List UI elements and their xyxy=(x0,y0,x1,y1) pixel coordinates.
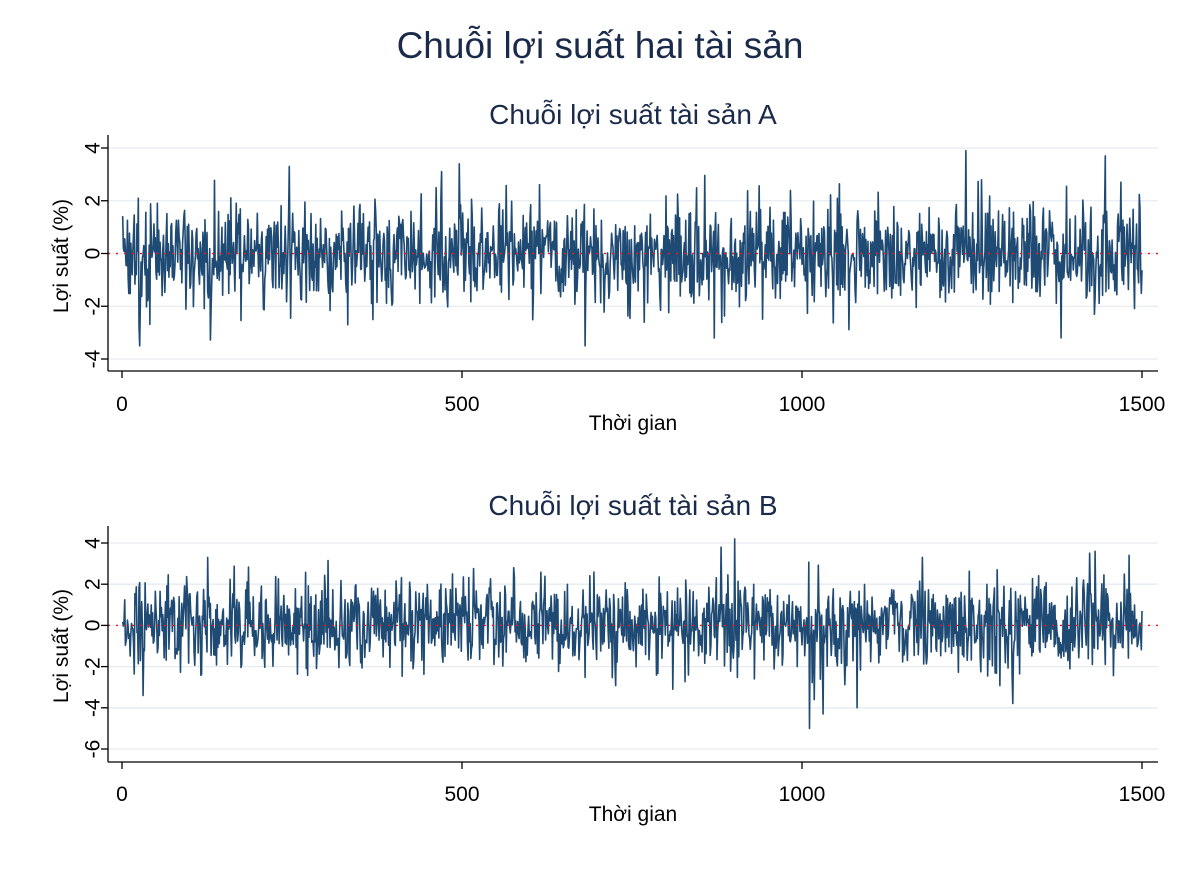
panel-a-y-axis-label: Lợi suất (%) xyxy=(50,199,73,313)
panel-a-series-line xyxy=(121,149,1143,347)
panel-b-x-axis-label: Thời gian xyxy=(589,803,677,826)
panel-a-title: Chuỗi lợi suất tài sản A xyxy=(489,99,777,130)
panel-a-x-axis-label: Thời gian xyxy=(589,412,677,435)
panel-asset-b: Chuỗi lợi suất tài sản B Thời gian Lợi s… xyxy=(50,490,1165,826)
panel-a-y-tick-label: 4 xyxy=(82,142,105,154)
panel-b-title: Chuỗi lợi suất tài sản B xyxy=(488,490,777,521)
panel-b-x-tick-label: 0 xyxy=(116,783,128,806)
panel-b-y-tick-label: -4 xyxy=(82,698,105,717)
panel-b-y-tick-label: 2 xyxy=(82,578,105,590)
panel-a-x-tick-label: 1500 xyxy=(1119,393,1166,416)
panel-a-x-tick-label: 500 xyxy=(444,393,479,416)
panel-a-y-tick-label: -2 xyxy=(82,297,105,316)
panel-a-y-tick-label: 2 xyxy=(82,195,105,207)
panel-a-y-tick-label: -4 xyxy=(82,349,105,368)
panel-b-series-line xyxy=(121,538,1143,730)
panel-a-y-tick-label: 0 xyxy=(82,248,105,260)
figure-title: Chuỗi lợi suất hai tài sản xyxy=(397,25,804,66)
panel-a-x-tick-label: 1000 xyxy=(779,393,826,416)
panel-asset-a: Chuỗi lợi suất tài sản A Thời gian Lợi s… xyxy=(50,99,1165,435)
panel-b-y-tick-label: -6 xyxy=(82,740,105,759)
panel-b-y-axis-label: Lợi suất (%) xyxy=(50,589,73,703)
panel-b-x-tick-label: 1500 xyxy=(1119,783,1166,806)
panel-b-y-tick-label: -2 xyxy=(82,657,105,676)
panel-a-x-tick-label: 0 xyxy=(116,393,128,416)
panel-b-y-tick-label: 0 xyxy=(82,620,105,632)
panel-b-x-tick-label: 1000 xyxy=(779,783,826,806)
panel-b-y-tick-label: 4 xyxy=(82,537,105,549)
panel-b-x-tick-label: 500 xyxy=(444,783,479,806)
